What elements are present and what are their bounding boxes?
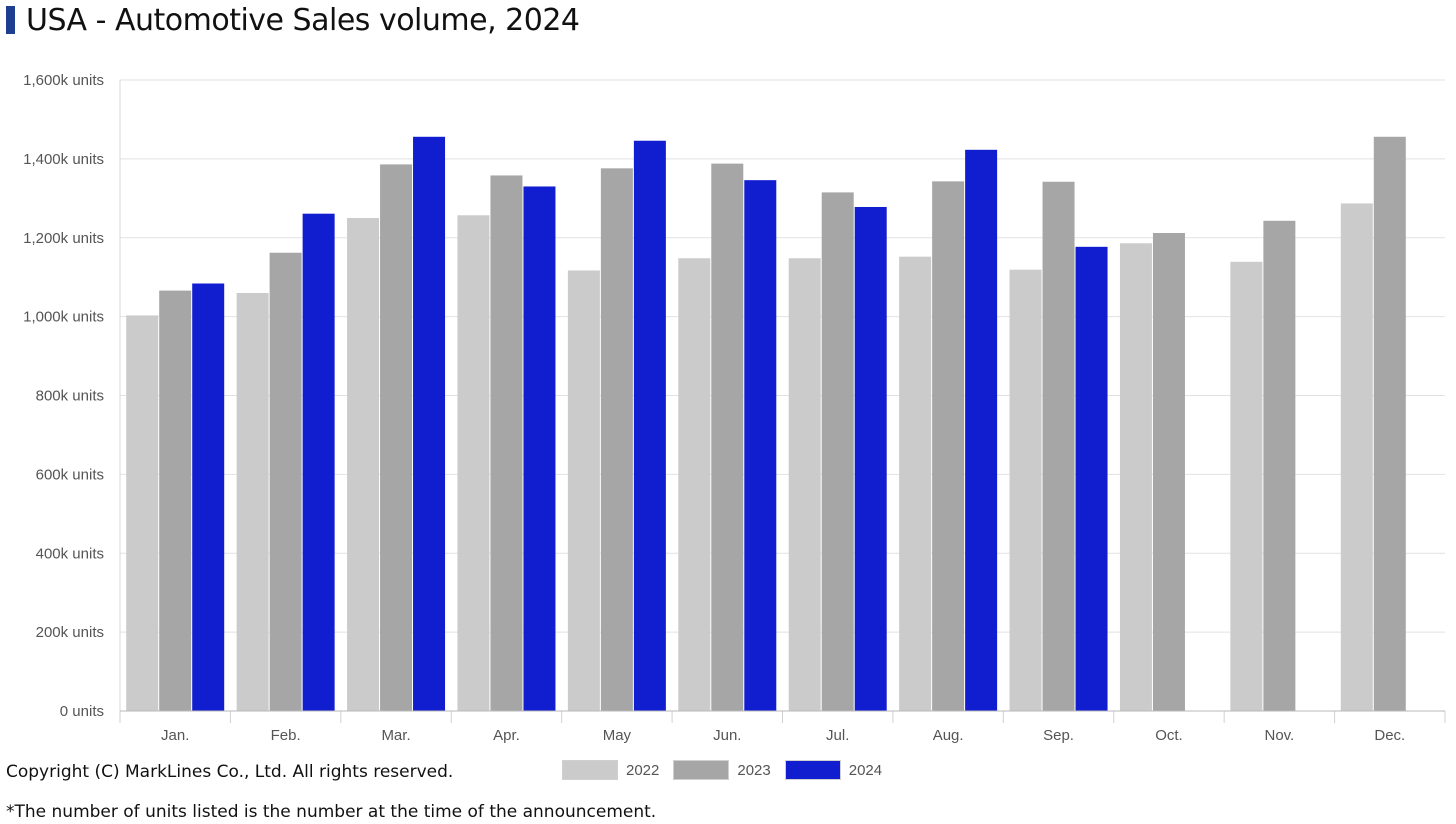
bar-2023 [490, 175, 523, 712]
title-accent-bar [6, 6, 15, 34]
legend-item-2023[interactable]: 2023 [673, 760, 771, 780]
page-title: USA - Automotive Sales volume, 2024 [26, 3, 580, 38]
bar-2022 [347, 218, 380, 711]
bar-2022 [567, 270, 600, 711]
footnote-text: *The number of units listed is the numbe… [6, 802, 657, 822]
bar-2024 [744, 180, 777, 711]
y-tick-label: 1,200k units [23, 230, 104, 247]
bar-2024 [523, 186, 556, 711]
bar-2022 [788, 258, 821, 711]
y-tick-label: 1,600k units [23, 72, 104, 89]
legend-label-2022: 2022 [626, 761, 660, 779]
legend-label-2024: 2024 [848, 761, 883, 779]
bar-2022 [1340, 203, 1373, 711]
legend-item-2022[interactable]: 2022 [562, 760, 659, 780]
y-tick-label: 600k units [36, 466, 104, 483]
x-tick-label: Aug. [933, 727, 964, 744]
bar-2022 [1230, 261, 1263, 711]
x-tick-label: Jun. [713, 727, 741, 744]
x-tick-label: Feb. [271, 727, 301, 744]
bar-2022 [236, 292, 269, 711]
x-tick-label: Mar. [381, 727, 410, 744]
x-tick-label: Jan. [161, 727, 189, 744]
bar-2023 [269, 252, 302, 711]
bar-2023 [1373, 136, 1406, 712]
bar-2022 [899, 256, 932, 711]
bar-2024 [854, 206, 887, 711]
x-tick-label: Jul. [826, 727, 849, 744]
bar-2023 [1152, 233, 1185, 711]
bar-2024 [192, 283, 225, 711]
legend-label-2023: 2023 [737, 761, 771, 779]
x-tick-label: May [603, 727, 632, 744]
bar-2023 [1263, 220, 1296, 711]
y-tick-label: 400k units [36, 545, 104, 562]
y-tick-label: 1,400k units [23, 151, 104, 168]
y-tick-label: 0 units [60, 703, 104, 720]
bar-2024 [1075, 246, 1108, 711]
x-tick-label: Nov. [1265, 727, 1295, 744]
y-tick-label: 1,000k units [23, 309, 104, 326]
bar-2024 [965, 149, 998, 711]
bar-2022 [678, 258, 711, 711]
legend-swatch-2024 [784, 760, 841, 780]
legend-item-2024[interactable]: 2024 [784, 760, 883, 780]
bar-2023 [1042, 181, 1075, 711]
y-tick-label: 800k units [36, 388, 104, 405]
x-tick-label: Oct. [1155, 727, 1183, 744]
x-tick-label: Dec. [1374, 727, 1405, 744]
bar-2023 [821, 192, 854, 712]
legend-swatch-2022 [562, 760, 618, 780]
bar-2022 [457, 215, 490, 711]
bar-2022 [1009, 269, 1042, 711]
bar-2023 [380, 164, 413, 712]
bar-2023 [932, 181, 965, 711]
bar-2023 [159, 290, 192, 711]
chart-legend: 2022 2023 2024 [562, 760, 882, 780]
x-tick-label: Apr. [493, 727, 520, 744]
x-tick-label: Sep. [1043, 727, 1074, 744]
bar-2024 [413, 136, 446, 712]
bar-2024 [302, 213, 335, 712]
legend-swatch-2023 [673, 760, 730, 780]
y-tick-label: 200k units [36, 624, 104, 641]
bar-2023 [711, 163, 744, 712]
bar-2024 [633, 140, 666, 711]
bar-2022 [126, 315, 159, 711]
copyright-text: Copyright (C) MarkLines Co., Ltd. All ri… [6, 762, 454, 782]
bar-chart: 0 units 200k units 400k units 600k units 800… [23, 72, 1446, 744]
bar-2023 [600, 168, 633, 712]
bar-2022 [1119, 243, 1152, 712]
